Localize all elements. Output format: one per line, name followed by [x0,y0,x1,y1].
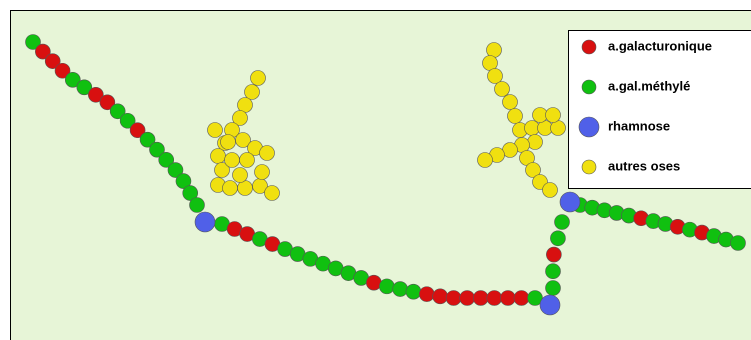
residue [260,146,275,161]
legend-label: rhamnose [608,118,670,133]
residue [195,212,215,232]
legend-marker [582,80,596,94]
residue [543,183,558,198]
residue [211,149,226,164]
residue [508,109,523,124]
residue [240,153,255,168]
residue [265,186,280,201]
legend-label: a.galacturonique [608,38,712,53]
residue [208,123,223,138]
residue [503,95,518,110]
residue [488,69,503,84]
residue [540,295,560,315]
residue [487,43,502,58]
residue [225,153,240,168]
legend-marker [582,40,596,54]
diagram: a.galacturonique a.gal.méthylé rhamnose aut… [0,0,751,340]
residue [460,291,475,306]
residue [221,135,236,150]
residue [366,275,381,290]
residue [245,85,260,100]
residue [550,231,565,246]
residue [433,289,448,304]
residue [393,282,408,297]
residue [546,264,561,279]
residue [546,108,561,123]
residue [495,82,510,97]
residue [419,287,434,302]
residue [514,291,529,306]
legend-label: a.gal.méthylé [608,78,690,93]
residue [546,281,561,296]
residue [546,247,561,262]
residue [560,192,580,212]
residue [255,165,270,180]
legend-marker [579,117,599,137]
residue [528,135,543,150]
residue [406,284,421,299]
residue [555,215,570,230]
legend-label: autres oses [608,158,680,173]
residue [487,291,502,306]
residue [446,291,461,306]
residue [379,279,394,294]
residue [190,198,205,213]
legend-marker [582,160,596,174]
residue [251,71,266,86]
residue [731,236,746,251]
residue [473,291,488,306]
residue [478,153,493,168]
residue [500,291,515,306]
residue [223,181,238,196]
residue [233,168,248,183]
